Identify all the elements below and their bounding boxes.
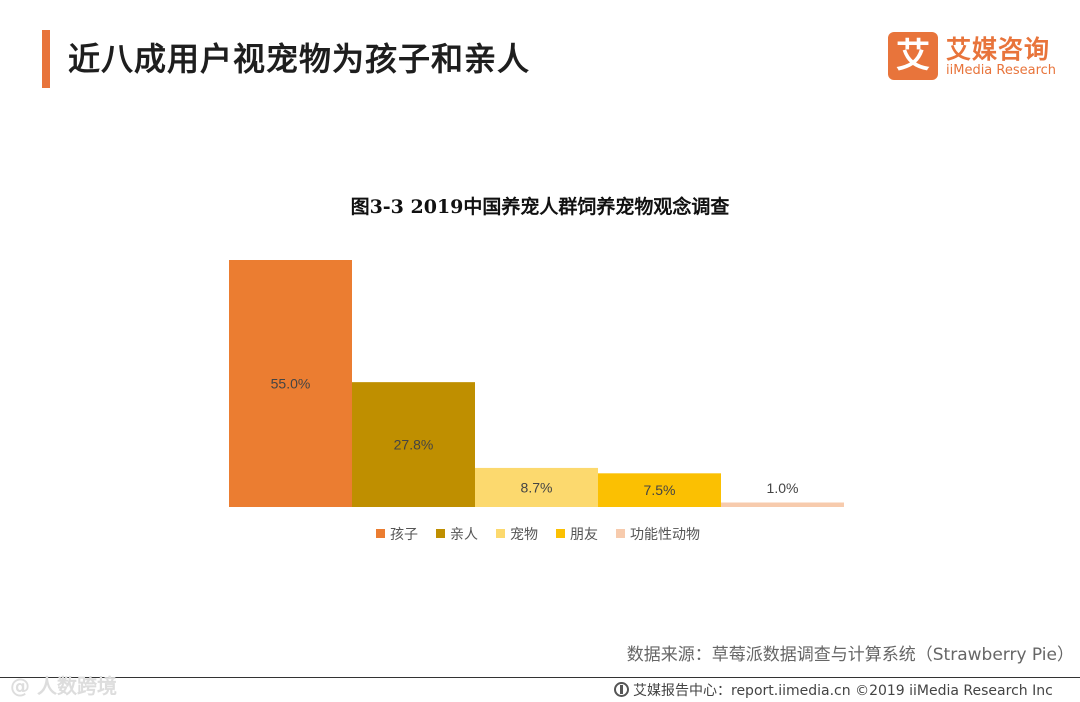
logo-mark-icon: 艾 [888,32,938,80]
legend-swatch-2 [436,529,445,538]
legend-swatch-1 [376,529,385,538]
bar-3 [475,467,598,507]
title-accent-bar [42,30,50,88]
data-source: 数据来源：草莓派数据调查与计算系统（Strawberry Pie） [626,645,1074,665]
logo-name-en: iiMedia Research [946,63,1057,78]
legend-label-2: 亲人 [450,527,478,543]
legend-label-3: 宠物 [510,527,538,543]
legend-swatch-5 [616,529,625,538]
legend-label-5: 功能性动物 [630,527,700,543]
bar-4 [598,473,721,507]
bar-2 [352,382,475,507]
watermark: @ 人数跨境 [10,674,117,698]
bar-1 [229,260,352,507]
logo-name-cn: 艾媒咨询 [946,35,1051,64]
legend-swatch-4 [556,529,565,538]
data-label-5: 1.0% [767,480,799,496]
data-label-3: 8.7% [521,479,553,495]
report-center-icon [614,682,629,697]
chart-title: 图3-3 2019中国养宠人群饲养宠物观念调查 [350,196,730,218]
footer-site: 艾媒报告中心：report.iimedia.cn ©2019 iiMedia R… [633,683,1053,699]
footer-credit: 艾媒报告中心：report.iimedia.cn ©2019 iiMedia R… [614,680,1053,700]
footer-divider [0,677,1080,678]
legend-swatch-3 [496,529,505,538]
page-title: 近八成用户视宠物为孩子和亲人 [68,40,531,78]
data-label-2: 27.8% [394,437,434,453]
data-label-4: 7.5% [644,482,676,498]
legend-label-4: 朋友 [570,527,598,543]
bar-5 [721,502,844,507]
legend-label-1: 孩子 [390,527,418,543]
data-label-1: 55.0% [271,376,311,392]
iimedia-logo: 艾 艾媒咨询 iiMedia Research [888,32,1063,82]
